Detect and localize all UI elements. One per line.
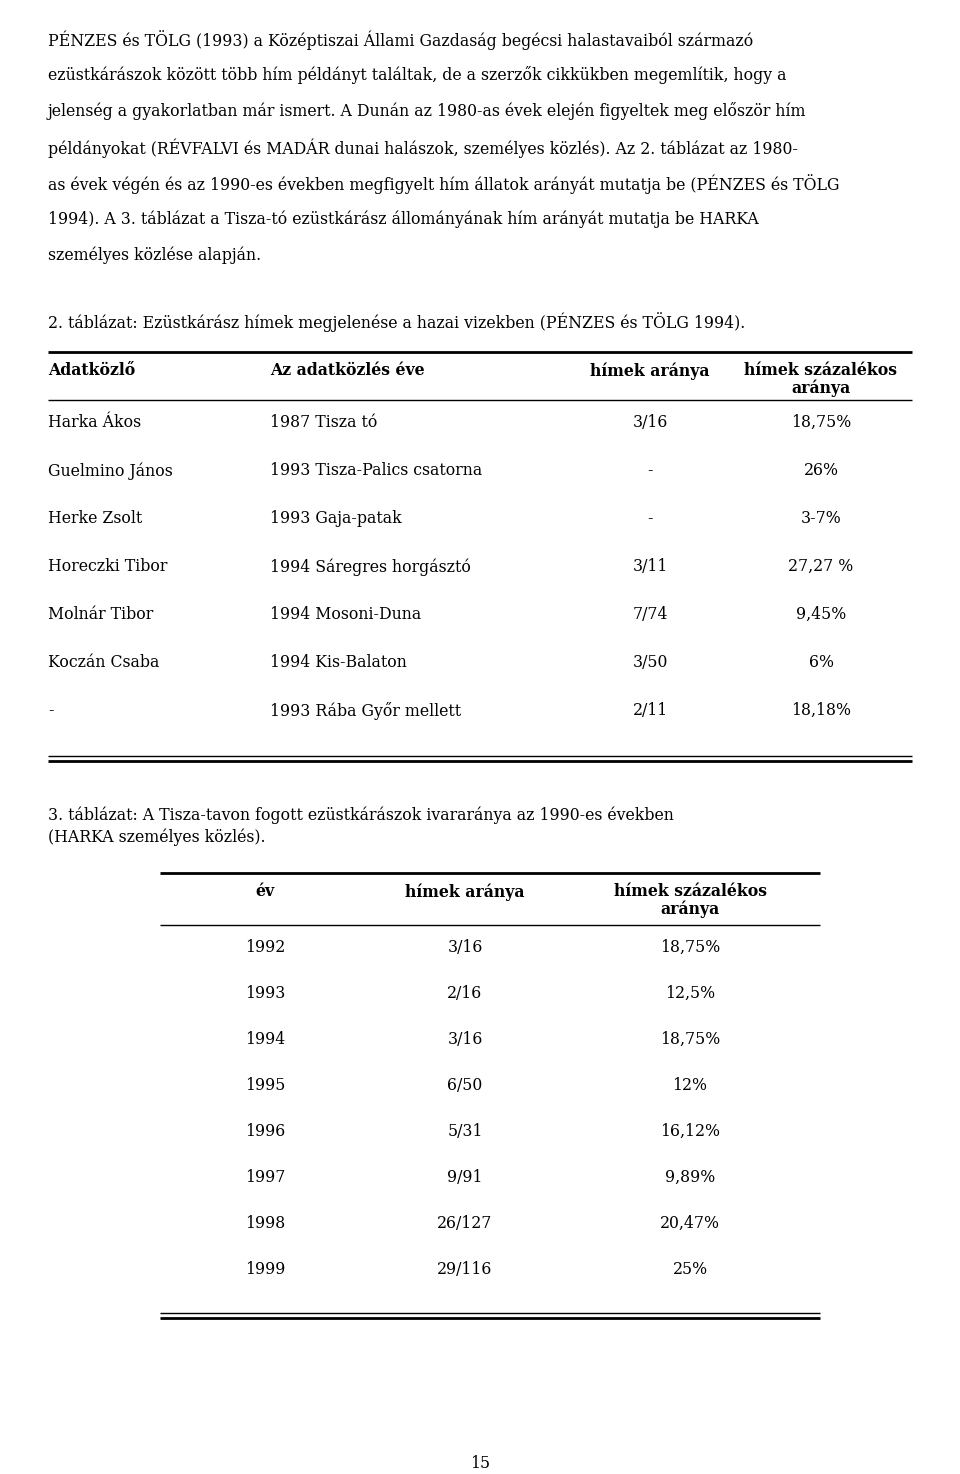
Text: 9/91: 9/91 bbox=[447, 1169, 483, 1187]
Text: -: - bbox=[647, 510, 653, 528]
Text: 20,47%: 20,47% bbox=[660, 1215, 720, 1232]
Text: 29/116: 29/116 bbox=[438, 1260, 492, 1278]
Text: 2/16: 2/16 bbox=[447, 985, 483, 1002]
Text: 1994 Kis-Balaton: 1994 Kis-Balaton bbox=[270, 654, 407, 671]
Text: Guelmino János: Guelmino János bbox=[48, 461, 173, 479]
Text: Az adatközlés éve: Az adatközlés éve bbox=[270, 363, 424, 379]
Text: 6/50: 6/50 bbox=[447, 1077, 483, 1094]
Text: 1987 Tisza tó: 1987 Tisza tó bbox=[270, 414, 377, 430]
Text: 5/31: 5/31 bbox=[447, 1123, 483, 1139]
Text: 1995: 1995 bbox=[245, 1077, 285, 1094]
Text: 1994 Mosoni-Duna: 1994 Mosoni-Duna bbox=[270, 606, 421, 624]
Text: 1999: 1999 bbox=[245, 1260, 285, 1278]
Text: 1993 Gaja-patak: 1993 Gaja-patak bbox=[270, 510, 401, 528]
Text: 1994 Sáregres horgásztó: 1994 Sáregres horgásztó bbox=[270, 559, 470, 575]
Text: személyes közlése alapján.: személyes közlése alapján. bbox=[48, 246, 261, 264]
Text: 18,75%: 18,75% bbox=[660, 939, 720, 957]
Text: Adatközlő: Adatközlő bbox=[48, 363, 135, 379]
Text: 18,75%: 18,75% bbox=[660, 1030, 720, 1048]
Text: PÉNZES és TÖLG (1993) a Középtiszai Állami Gazdaság begécsi halastavaiból szárma: PÉNZES és TÖLG (1993) a Középtiszai Álla… bbox=[48, 29, 754, 50]
Text: 3. táblázat: A Tisza-tavon fogott ezüstkárászok ivararánya az 1990-es években: 3. táblázat: A Tisza-tavon fogott ezüstk… bbox=[48, 806, 674, 824]
Text: 16,12%: 16,12% bbox=[660, 1123, 720, 1139]
Text: hímek aránya: hímek aránya bbox=[405, 883, 525, 901]
Text: év: év bbox=[255, 883, 275, 901]
Text: Koczán Csaba: Koczán Csaba bbox=[48, 654, 159, 671]
Text: 27,27 %: 27,27 % bbox=[788, 559, 853, 575]
Text: 26%: 26% bbox=[804, 461, 838, 479]
Text: 3-7%: 3-7% bbox=[801, 510, 841, 528]
Text: hímek százalékos: hímek százalékos bbox=[745, 363, 898, 379]
Text: 12%: 12% bbox=[673, 1077, 708, 1094]
Text: példányokat (RÉVFALVI és MADÁR dunai halászok, személyes közlés). Az 2. táblázat: példányokat (RÉVFALVI és MADÁR dunai hal… bbox=[48, 139, 798, 158]
Text: Harka Ákos: Harka Ákos bbox=[48, 414, 141, 430]
Text: 2/11: 2/11 bbox=[633, 702, 667, 719]
Text: aránya: aránya bbox=[791, 379, 851, 397]
Text: (HARKA személyes közlés).: (HARKA személyes közlés). bbox=[48, 828, 266, 846]
Text: 3/16: 3/16 bbox=[447, 939, 483, 957]
Text: 9,45%: 9,45% bbox=[796, 606, 846, 624]
Text: hímek aránya: hímek aránya bbox=[590, 363, 709, 379]
Text: 2. táblázat: Ezüstkárász hímek megjelenése a hazai vizekben (PÉNZES és TÖLG 1994: 2. táblázat: Ezüstkárász hímek megjelené… bbox=[48, 312, 745, 332]
Text: 1997: 1997 bbox=[245, 1169, 285, 1187]
Text: 1993: 1993 bbox=[245, 985, 285, 1002]
Text: 15: 15 bbox=[470, 1455, 490, 1473]
Text: 1994: 1994 bbox=[245, 1030, 285, 1048]
Text: 1993 Tisza-Palics csatorna: 1993 Tisza-Palics csatorna bbox=[270, 461, 482, 479]
Text: 18,75%: 18,75% bbox=[791, 414, 852, 430]
Text: 1992: 1992 bbox=[245, 939, 285, 957]
Text: 7/74: 7/74 bbox=[633, 606, 668, 624]
Text: 9,89%: 9,89% bbox=[665, 1169, 715, 1187]
Text: 12,5%: 12,5% bbox=[665, 985, 715, 1002]
Text: aránya: aránya bbox=[660, 901, 720, 917]
Text: 3/16: 3/16 bbox=[447, 1030, 483, 1048]
Text: 1998: 1998 bbox=[245, 1215, 285, 1232]
Text: Molnár Tibor: Molnár Tibor bbox=[48, 606, 154, 624]
Text: 3/50: 3/50 bbox=[633, 654, 668, 671]
Text: jelenség a gyakorlatban már ismert. A Dunán az 1980-as évek elején figyeltek meg: jelenség a gyakorlatban már ismert. A Du… bbox=[48, 102, 806, 119]
Text: Herke Zsolt: Herke Zsolt bbox=[48, 510, 142, 528]
Text: 18,18%: 18,18% bbox=[791, 702, 851, 719]
Text: 25%: 25% bbox=[672, 1260, 708, 1278]
Text: 1994). A 3. táblázat a Tisza-tó ezüstkárász állományának hím arányát mutatja be : 1994). A 3. táblázat a Tisza-tó ezüstkár… bbox=[48, 209, 758, 227]
Text: 1996: 1996 bbox=[245, 1123, 285, 1139]
Text: hímek százalékos: hímek százalékos bbox=[613, 883, 766, 901]
Text: as évek végén és az 1990-es években megfigyelt hím állatok arányát mutatja be (P: as évek végén és az 1990-es években megf… bbox=[48, 174, 839, 195]
Text: 26/127: 26/127 bbox=[438, 1215, 492, 1232]
Text: -: - bbox=[647, 461, 653, 479]
Text: Horeczki Tibor: Horeczki Tibor bbox=[48, 559, 167, 575]
Text: 3/11: 3/11 bbox=[633, 559, 668, 575]
Text: ezüstkárászok között több hím példányt találtak, de a szerzők cikkükben megemlít: ezüstkárászok között több hím példányt t… bbox=[48, 66, 786, 84]
Text: 1993 Rába Győr mellett: 1993 Rába Győr mellett bbox=[270, 702, 461, 719]
Text: 3/16: 3/16 bbox=[633, 414, 668, 430]
Text: 6%: 6% bbox=[808, 654, 833, 671]
Text: -: - bbox=[48, 702, 54, 719]
